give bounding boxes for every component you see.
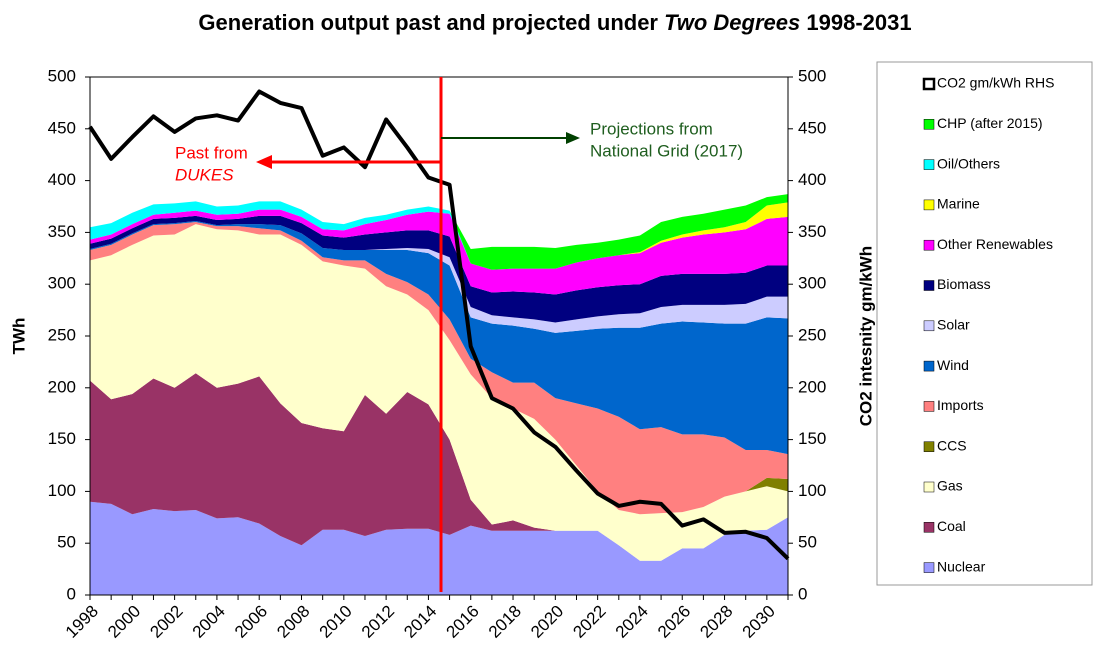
title-part: 1998-2031 bbox=[806, 10, 911, 35]
y2-axis-label: CO2 intesnity gm/kWh bbox=[856, 246, 875, 426]
x-tick-label: 2012 bbox=[358, 602, 398, 642]
area bbox=[90, 194, 788, 270]
y2-tick-label: 350 bbox=[798, 222, 826, 241]
legend-swatch bbox=[923, 562, 935, 573]
line bbox=[88, 89, 790, 561]
legend-box bbox=[876, 61, 1093, 586]
annotation: Past from bbox=[175, 143, 248, 162]
legend-label: CCS bbox=[937, 437, 967, 453]
legend-swatch bbox=[923, 159, 935, 170]
legend-swatch bbox=[923, 360, 935, 372]
legend-swatch bbox=[923, 522, 935, 533]
y-tick-label: 300 bbox=[48, 274, 76, 293]
area bbox=[90, 224, 788, 561]
chart-title: Generation output past and projected und… bbox=[198, 10, 911, 35]
x-tick-label: 1998 bbox=[62, 602, 102, 642]
legend-label: Wind bbox=[937, 357, 969, 373]
y-tick-label: 100 bbox=[48, 481, 76, 500]
title-part: Two Degrees bbox=[664, 10, 800, 35]
x-tick-label: 2004 bbox=[189, 602, 229, 642]
y2-tick-label: 250 bbox=[798, 325, 826, 344]
x-tick-label: 2016 bbox=[443, 602, 483, 642]
area bbox=[90, 373, 788, 561]
legend-swatch bbox=[923, 119, 935, 130]
y2-tick-label: 200 bbox=[798, 377, 826, 396]
legend-swatch bbox=[923, 320, 935, 332]
x-tick-label: 2014 bbox=[400, 602, 440, 642]
legend-label: CO2 gm/kWh RHS bbox=[937, 75, 1054, 91]
legend-label: Coal bbox=[937, 518, 966, 534]
annotation: National Grid (2017) bbox=[590, 141, 743, 160]
legend-label: Marine bbox=[937, 196, 980, 212]
x-tick-label: 2020 bbox=[527, 602, 567, 642]
legend-swatch bbox=[923, 280, 935, 291]
legend-swatch bbox=[922, 77, 936, 91]
x-tick-label: 2018 bbox=[485, 602, 525, 642]
area bbox=[90, 215, 788, 323]
y2-tick-label: 100 bbox=[798, 481, 826, 500]
y-tick-label: 450 bbox=[48, 118, 76, 137]
x-tick-label: 2026 bbox=[654, 602, 694, 642]
legend-label: Oil/Others bbox=[937, 155, 1000, 171]
annotation: Projections from bbox=[590, 119, 713, 138]
y-tick-label: 150 bbox=[48, 429, 76, 448]
area bbox=[90, 209, 788, 295]
legend-label: Nuclear bbox=[937, 558, 986, 574]
y2-tick-label: 50 bbox=[798, 533, 817, 552]
annotations: Past from DUKES Projections from Nationa… bbox=[175, 77, 743, 592]
title-part: Generation output past and projected und… bbox=[198, 10, 658, 35]
legend-label: Biomass bbox=[937, 276, 991, 292]
legend-swatch bbox=[923, 481, 935, 493]
x-tick-label: 2008 bbox=[273, 602, 313, 642]
area bbox=[90, 501, 788, 595]
area bbox=[90, 221, 788, 333]
x-tick-label: 2000 bbox=[104, 602, 144, 642]
area bbox=[90, 201, 788, 270]
y2-tick-label: 500 bbox=[798, 66, 826, 85]
y-axis-label: TWh bbox=[9, 318, 28, 355]
legend-label: Gas bbox=[937, 478, 963, 494]
y2-tick-label: 400 bbox=[798, 170, 826, 189]
x-tick-label: 2006 bbox=[231, 602, 271, 642]
legend-swatch bbox=[923, 239, 935, 251]
legend-label: CHP (after 2015) bbox=[937, 115, 1043, 131]
y2-tick-label: 450 bbox=[798, 118, 826, 137]
y-tick-label: 200 bbox=[48, 377, 76, 396]
legend-swatch bbox=[923, 441, 935, 452]
arrow-head bbox=[566, 132, 580, 144]
area bbox=[90, 222, 788, 515]
y-tick-label: 0 bbox=[67, 584, 76, 603]
y2-tick-label: 150 bbox=[798, 429, 826, 448]
annotation: DUKES bbox=[175, 165, 234, 184]
legend-label: Imports bbox=[937, 397, 984, 413]
y-tick-label: 350 bbox=[48, 222, 76, 241]
y-tick-label: 400 bbox=[48, 170, 76, 189]
x-tick-label: 2022 bbox=[569, 602, 609, 642]
y2-tick-label: 0 bbox=[798, 584, 807, 603]
legend-label: Solar bbox=[937, 317, 970, 333]
x-tick-label: 2030 bbox=[739, 602, 779, 642]
x-tick-label: 2010 bbox=[316, 602, 356, 642]
x-tick-label: 2024 bbox=[612, 602, 652, 642]
y2-tick-label: 300 bbox=[798, 274, 826, 293]
arrow-head bbox=[256, 155, 272, 169]
y-tick-label: 50 bbox=[57, 533, 76, 552]
area bbox=[90, 221, 788, 455]
legend-swatch bbox=[923, 199, 935, 211]
x-tick-label: 2028 bbox=[696, 602, 736, 642]
x-tick-label: 2002 bbox=[146, 602, 186, 642]
y-tick-label: 500 bbox=[48, 66, 76, 85]
y-tick-label: 250 bbox=[48, 325, 76, 344]
legend-label: Other Renewables bbox=[937, 236, 1053, 252]
legend-swatch bbox=[923, 401, 935, 412]
